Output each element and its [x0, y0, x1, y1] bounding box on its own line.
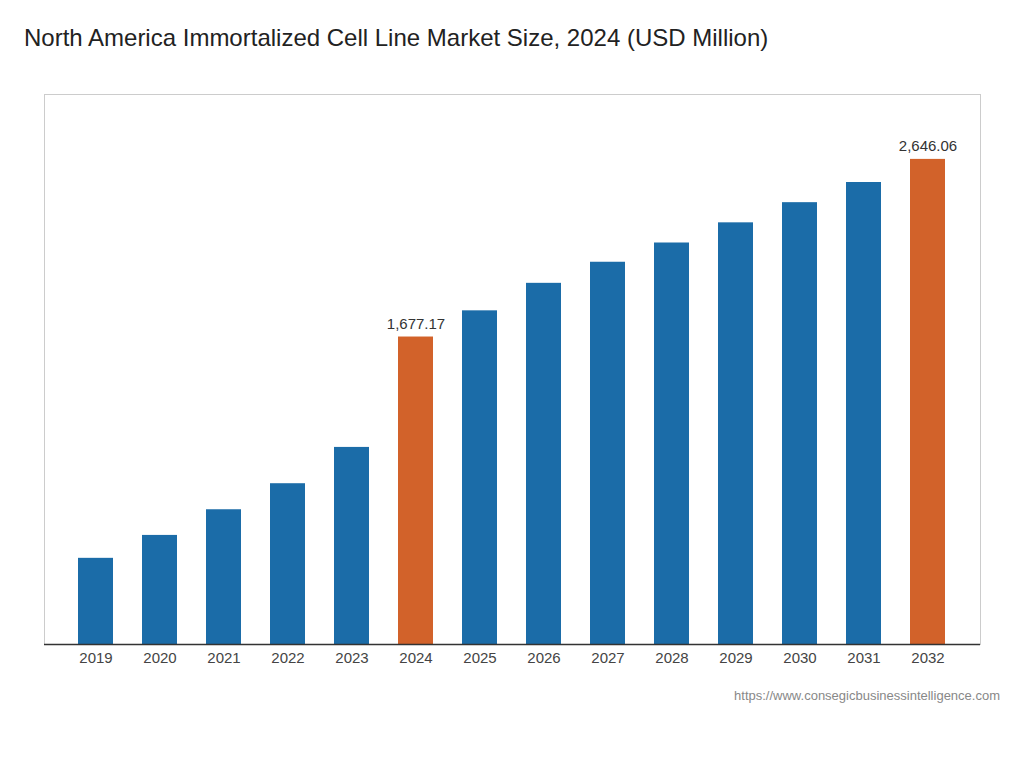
svg-text:2027: 2027 — [591, 649, 624, 666]
svg-text:2028: 2028 — [655, 649, 688, 666]
svg-text:2031: 2031 — [847, 649, 880, 666]
svg-text:2024: 2024 — [399, 649, 432, 666]
svg-text:2019: 2019 — [79, 649, 112, 666]
svg-text:2022: 2022 — [271, 649, 304, 666]
svg-text:2020: 2020 — [143, 649, 176, 666]
svg-text:2026: 2026 — [527, 649, 560, 666]
html-text:North America Immortalized Cel: North America Immortalized Cell Line Mar… — [24, 24, 769, 51]
svg-text:2030: 2030 — [783, 649, 816, 666]
svg-text:2021: 2021 — [207, 649, 240, 666]
html-text:https://www.consegicbusinessin: https://www.consegicbusinessintelligence… — [734, 688, 1000, 703]
svg-text:2029: 2029 — [719, 649, 752, 666]
svg-text:2032: 2032 — [911, 649, 944, 666]
svg-text:2023: 2023 — [335, 649, 368, 666]
svg-text:2,646.06: 2,646.06 — [899, 137, 957, 154]
svg-text:2025: 2025 — [463, 649, 496, 666]
svg-text:1,677.17: 1,677.17 — [387, 315, 445, 332]
